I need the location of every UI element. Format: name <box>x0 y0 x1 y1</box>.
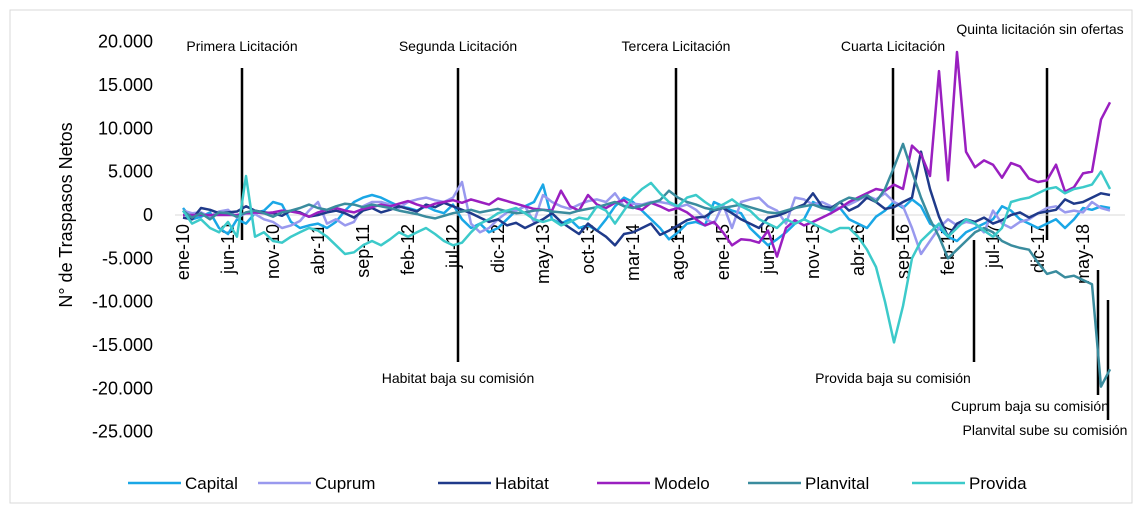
annotation: Segunda Licitación <box>399 38 517 54</box>
annotation: Provida baja su comisión <box>815 370 971 386</box>
y-tick-label: 15.000 <box>98 75 153 95</box>
annotation: Planvital sube su comisión <box>963 422 1128 438</box>
x-tick-label: abr-16 <box>848 224 868 276</box>
annotation: Cuarta Licitación <box>841 38 945 54</box>
x-tick-label: ago-14 <box>668 224 688 280</box>
legend-label: Modelo <box>654 474 710 493</box>
annotation: Cuprum baja su comisión <box>951 398 1109 414</box>
x-tick-label: dic-12 <box>488 224 508 273</box>
x-tick-label: may-13 <box>533 224 553 284</box>
legend-label: Cuprum <box>315 474 375 493</box>
series-line <box>183 50 1112 258</box>
y-tick-label: -5.000 <box>102 248 153 268</box>
y-tick-label: -20.000 <box>92 378 153 398</box>
y-axis-title: N° de Traspasos Netos <box>56 122 76 307</box>
x-tick-label: sep-11 <box>353 224 373 278</box>
y-tick-label: 0 <box>143 205 153 225</box>
y-tick-label: 5.000 <box>108 162 153 182</box>
y-tick-label: -25.000 <box>92 422 153 442</box>
x-tick-label: sep-16 <box>893 224 913 279</box>
y-tick-label: 20.000 <box>98 32 153 52</box>
annotation: Habitat baja su comisión <box>382 370 535 386</box>
x-tick-label: mar-14 <box>623 224 643 281</box>
y-tick-label: -10.000 <box>92 292 153 312</box>
y-tick-label: 10.000 <box>98 118 153 138</box>
legend-label: Planvital <box>805 474 869 493</box>
legend-label: Habitat <box>495 474 549 493</box>
series-line <box>182 150 1111 247</box>
x-tick-label: nov-10 <box>263 224 283 279</box>
annotation: Primera Licitación <box>186 38 297 54</box>
x-tick-label: jul-17 <box>983 224 1003 269</box>
x-tick-label: may-18 <box>1073 224 1093 284</box>
chart-border <box>9 9 1133 504</box>
x-tick-label: nov-15 <box>803 224 823 279</box>
x-tick-label: feb-17 <box>938 224 958 275</box>
x-tick-label: feb-12 <box>398 224 418 275</box>
x-tick-label: dic-17 <box>1028 224 1048 273</box>
annotation: Quinta licitación sin ofertas <box>956 21 1123 37</box>
legend-label: Provida <box>969 474 1027 493</box>
annotation: Tercera Licitación <box>622 38 731 54</box>
legend-label: Capital <box>185 474 238 493</box>
y-tick-label: -15.000 <box>92 335 153 355</box>
x-tick-label: jun-10 <box>218 224 238 275</box>
series-line <box>181 170 1112 344</box>
x-tick-label: oct-13 <box>578 224 598 274</box>
series-line <box>182 142 1112 388</box>
x-tick-label: abr-11 <box>308 224 328 275</box>
x-tick-label: ene-10 <box>173 224 193 280</box>
